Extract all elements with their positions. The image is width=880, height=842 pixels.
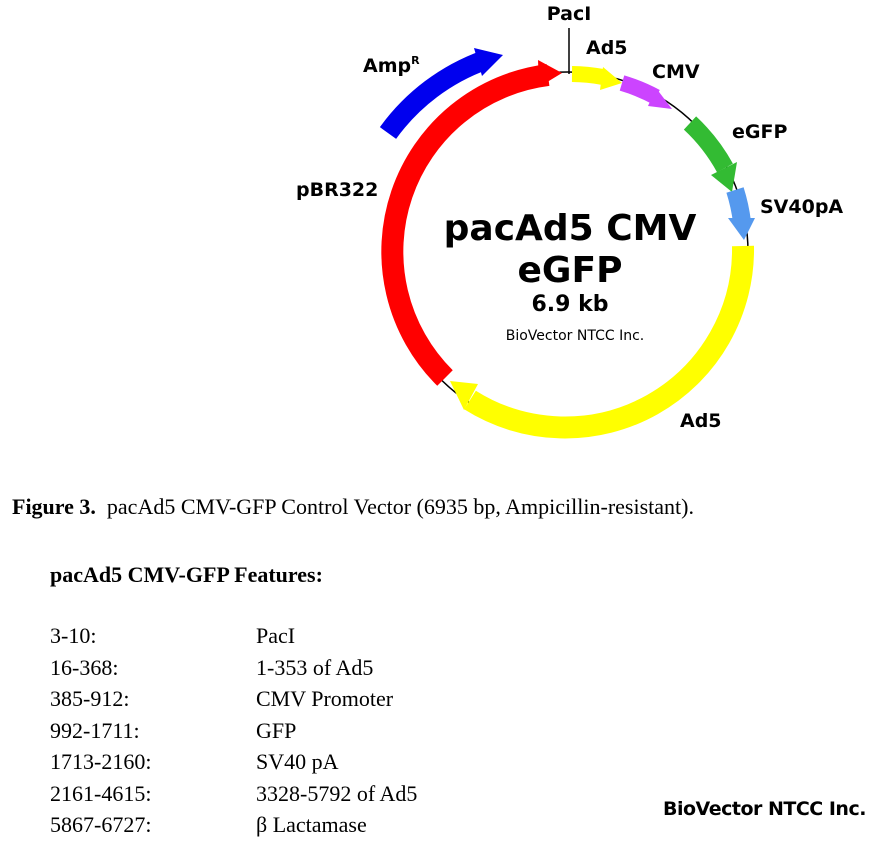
footer-company-logo: BioVector NTCC Inc.: [663, 798, 866, 820]
egfp-segment: [683, 116, 733, 173]
feature-range: 2161-4615:: [50, 780, 152, 806]
feature-range: 3-10:: [50, 623, 97, 648]
feature-row: 385-912: CMV Promoter: [50, 683, 417, 715]
feature-name: PacI: [256, 623, 296, 648]
plasmid-map: PacI Ad5 CMV eGFP SV40pA Ad5 pBR322 AmpR…: [296, 3, 843, 439]
ad5-large-arrowhead: [450, 381, 478, 410]
feature-name: 3328-5792 of Ad5: [256, 780, 418, 806]
feature-row: 2161-4615: 3328-5792 of Ad5: [50, 778, 417, 810]
sv40pa-arrowhead: [728, 218, 755, 240]
feature-range: 16-368:: [50, 654, 119, 680]
ampr-label-main: Amp: [363, 55, 411, 77]
ampr-arrowhead: [474, 48, 503, 76]
ad5-segment-large: [464, 245, 755, 439]
feature-row: 992-1711: GFP: [50, 715, 417, 747]
feature-name: GFP: [256, 717, 297, 743]
figure-label: Figure 3.: [12, 494, 96, 519]
egfp-label: eGFP: [732, 121, 787, 143]
feature-name: SV40 pA: [256, 749, 339, 774]
pbr322-arrowhead: [538, 60, 562, 87]
figure-caption: Figure 3. pacAd5 CMV-GFP Control Vector …: [12, 494, 694, 520]
paci-label: PacI: [547, 3, 592, 25]
features-title: pacAd5 CMV-GFP Features:: [50, 562, 323, 587]
ad5-large-label: Ad5: [680, 410, 722, 432]
sv40pa-segment: [726, 187, 751, 224]
ampr-segment: [379, 50, 489, 139]
pbr322-label: pBR322: [296, 179, 378, 201]
ad5-top-label: Ad5: [586, 37, 628, 59]
features-list: 3-10: PacI 16-368: 1-353 of Ad5 385-912: CM…: [50, 620, 417, 841]
map-size: 6.9 kb: [531, 292, 608, 317]
egfp-arrowhead: [711, 162, 737, 192]
cmv-segment: [619, 75, 660, 105]
map-title-line2: eGFP: [518, 250, 623, 291]
cmv-arrowhead: [648, 88, 672, 109]
feature-range: 385-912:: [50, 686, 130, 711]
ad5-top-arrowhead: [600, 67, 622, 90]
feature-row: 5867-6727: β Lactamase: [50, 809, 417, 841]
figure-caption-text: pacAd5 CMV-GFP Control Vector (6935 bp, …: [106, 494, 694, 519]
feature-range: 1713-2160:: [50, 749, 152, 774]
feature-name: β Lactamase: [256, 812, 367, 837]
ad5-segment-top: [571, 66, 605, 85]
feature-row: 16-368: 1-353 of Ad5: [50, 652, 417, 684]
ampr-label: AmpR: [363, 54, 420, 77]
feature-row: 3-10: PacI: [50, 620, 417, 652]
ampr-label-sup: R: [411, 54, 420, 67]
pbr322-segment: [381, 64, 550, 386]
sv40pa-label: SV40pA: [760, 196, 843, 218]
feature-row: 1713-2160: SV40 pA: [50, 746, 417, 778]
map-title-line1: pacAd5 CMV: [444, 208, 697, 249]
cmv-label: CMV: [652, 61, 700, 83]
feature-name: CMV Promoter: [256, 686, 394, 711]
map-company: BioVector NTCC Inc.: [506, 328, 644, 344]
feature-range: 992-1711:: [50, 717, 140, 743]
feature-name: 1-353 of Ad5: [256, 654, 374, 680]
feature-range: 5867-6727:: [50, 812, 152, 837]
